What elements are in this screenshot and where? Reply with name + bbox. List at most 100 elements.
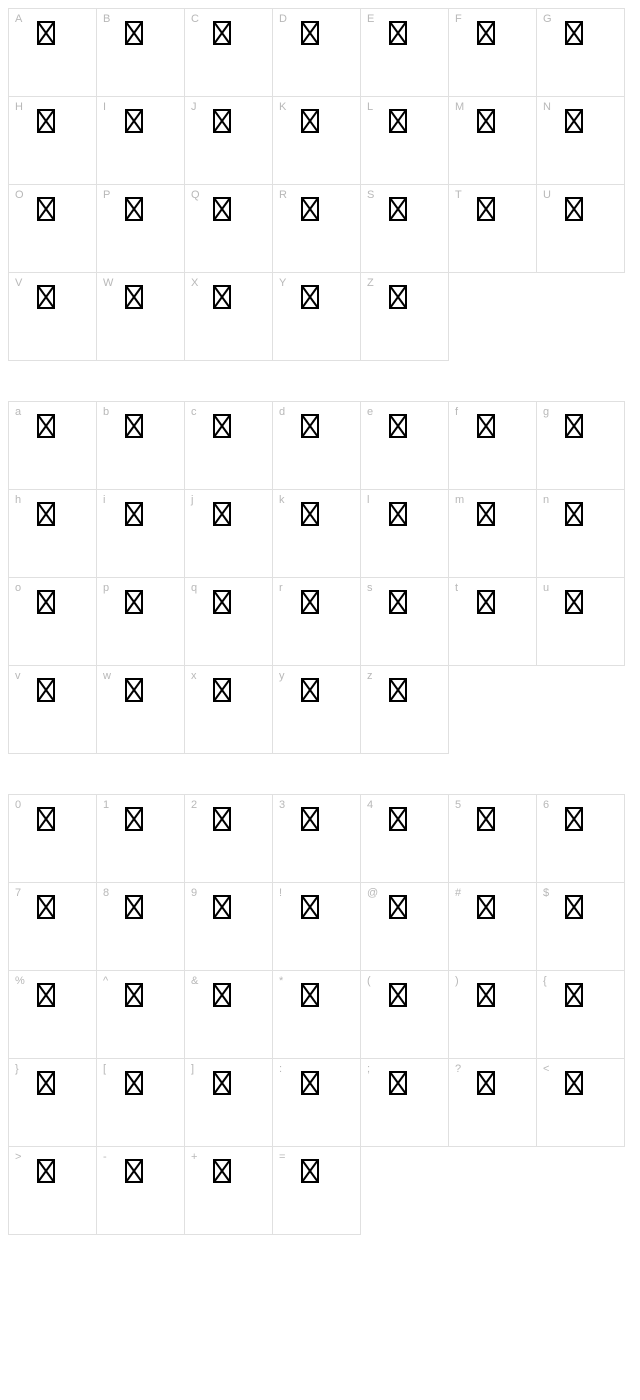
char-cell: * — [273, 971, 361, 1059]
notdef-glyph-icon — [301, 414, 319, 438]
char-label: Q — [191, 189, 200, 201]
notdef-glyph-icon — [565, 807, 583, 831]
char-cell: v — [9, 666, 97, 754]
notdef-glyph-icon — [213, 109, 231, 133]
char-cell: > — [9, 1147, 97, 1235]
char-cell: k — [273, 490, 361, 578]
notdef-glyph-icon — [213, 502, 231, 526]
notdef-glyph-icon — [37, 678, 55, 702]
character-map: ABCDEFGHIJKLMNOPQRSTUVWXYZabcdefghijklmn… — [0, 0, 640, 1283]
char-cell: B — [97, 9, 185, 97]
char-label: 4 — [367, 799, 373, 811]
notdef-glyph-icon — [37, 109, 55, 133]
char-cell: + — [185, 1147, 273, 1235]
notdef-glyph-icon — [301, 21, 319, 45]
char-label: M — [455, 101, 464, 113]
char-cell: D — [273, 9, 361, 97]
char-cell: i — [97, 490, 185, 578]
char-label: t — [455, 582, 458, 594]
char-cell: x — [185, 666, 273, 754]
notdef-glyph-icon — [477, 1071, 495, 1095]
char-cell: U — [537, 185, 625, 273]
char-cell: P — [97, 185, 185, 273]
char-label: X — [191, 277, 198, 289]
char-label: 1 — [103, 799, 109, 811]
notdef-glyph-icon — [477, 414, 495, 438]
char-label: G — [543, 13, 552, 25]
char-cell: d — [273, 402, 361, 490]
char-cell: 5 — [449, 795, 537, 883]
notdef-glyph-icon — [565, 983, 583, 1007]
char-label: l — [367, 494, 369, 506]
char-cell: w — [97, 666, 185, 754]
char-cell: # — [449, 883, 537, 971]
notdef-glyph-icon — [37, 197, 55, 221]
char-label: ) — [455, 975, 459, 987]
notdef-glyph-icon — [125, 895, 143, 919]
char-label: : — [279, 1063, 282, 1075]
notdef-glyph-icon — [125, 21, 143, 45]
char-label: } — [15, 1063, 19, 1075]
notdef-glyph-icon — [389, 895, 407, 919]
notdef-glyph-icon — [477, 197, 495, 221]
char-cell: & — [185, 971, 273, 1059]
char-label: ? — [455, 1063, 461, 1075]
empty-cell — [449, 1147, 537, 1235]
char-cell: 4 — [361, 795, 449, 883]
char-label: V — [15, 277, 22, 289]
notdef-glyph-icon — [565, 502, 583, 526]
notdef-glyph-icon — [37, 590, 55, 614]
char-cell: M — [449, 97, 537, 185]
char-cell: $ — [537, 883, 625, 971]
char-cell: I — [97, 97, 185, 185]
char-label: i — [103, 494, 105, 506]
char-label: I — [103, 101, 106, 113]
char-cell: ? — [449, 1059, 537, 1147]
char-label: = — [279, 1151, 285, 1163]
char-label: E — [367, 13, 374, 25]
char-cell: E — [361, 9, 449, 97]
char-cell: p — [97, 578, 185, 666]
char-label: r — [279, 582, 283, 594]
notdef-glyph-icon — [301, 1159, 319, 1183]
notdef-glyph-icon — [301, 895, 319, 919]
char-label: h — [15, 494, 21, 506]
char-label: J — [191, 101, 197, 113]
notdef-glyph-icon — [301, 197, 319, 221]
char-cell: s — [361, 578, 449, 666]
char-cell: o — [9, 578, 97, 666]
notdef-glyph-icon — [477, 807, 495, 831]
notdef-glyph-icon — [125, 197, 143, 221]
char-label: - — [103, 1151, 107, 1163]
notdef-glyph-icon — [213, 414, 231, 438]
char-cell: r — [273, 578, 361, 666]
char-cell: ( — [361, 971, 449, 1059]
char-cell: : — [273, 1059, 361, 1147]
char-cell: J — [185, 97, 273, 185]
notdef-glyph-icon — [301, 983, 319, 1007]
char-label: p — [103, 582, 109, 594]
notdef-glyph-icon — [213, 590, 231, 614]
char-cell: u — [537, 578, 625, 666]
char-label: S — [367, 189, 374, 201]
char-cell: l — [361, 490, 449, 578]
char-label: a — [15, 406, 21, 418]
char-label: v — [15, 670, 21, 682]
notdef-glyph-icon — [125, 1071, 143, 1095]
char-grid: ABCDEFGHIJKLMNOPQRSTUVWXYZ — [8, 8, 625, 361]
notdef-glyph-icon — [37, 895, 55, 919]
notdef-glyph-icon — [37, 983, 55, 1007]
notdef-glyph-icon — [565, 1071, 583, 1095]
empty-cell — [361, 1147, 449, 1235]
notdef-glyph-icon — [213, 678, 231, 702]
char-label: x — [191, 670, 197, 682]
char-label: e — [367, 406, 373, 418]
char-label: U — [543, 189, 551, 201]
char-label: A — [15, 13, 22, 25]
notdef-glyph-icon — [389, 109, 407, 133]
notdef-glyph-icon — [213, 1159, 231, 1183]
notdef-glyph-icon — [389, 285, 407, 309]
char-label: * — [279, 975, 283, 987]
char-label: D — [279, 13, 287, 25]
notdef-glyph-icon — [37, 1071, 55, 1095]
